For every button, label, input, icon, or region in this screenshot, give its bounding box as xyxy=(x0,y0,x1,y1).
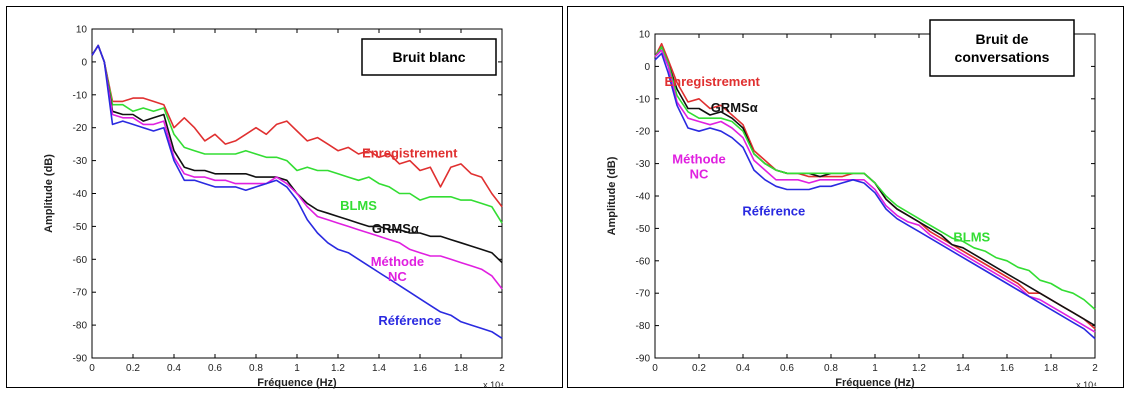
series-label: Méthode NC xyxy=(672,152,725,182)
series-label: BLMS xyxy=(340,198,377,213)
noise-type-label: Bruit blanc xyxy=(392,49,465,65)
y-tick-label: -30 xyxy=(73,156,88,167)
x-axis-multiplier: x 10⁴ xyxy=(1076,380,1097,389)
chart-white-noise: 100-10-20-30-40-50-60-70-80-900 0.2 0.4 0.6… xyxy=(43,25,505,390)
y-tick-label: -40 xyxy=(73,189,88,200)
x-axis-multiplier: x 10⁴ xyxy=(483,380,504,389)
series-line-m-thode-nc xyxy=(654,49,1096,333)
series-label: GRMSα xyxy=(372,221,419,236)
series-line-blms xyxy=(654,46,1096,311)
y-tick-label: -50 xyxy=(636,224,651,235)
x-tick-label: 0 xyxy=(652,363,658,374)
x-tick-label: 0.8 xyxy=(249,363,263,374)
x-tick-label: 0 xyxy=(89,363,95,374)
x-tick-label: 0.2 xyxy=(126,363,140,374)
x-tick-label: 1.4 xyxy=(372,363,386,374)
y-tick-label: -70 xyxy=(73,288,88,299)
y-tick-label: 0 xyxy=(81,57,87,68)
x-tick-label: 1.6 xyxy=(1000,363,1014,374)
noise-type-box xyxy=(929,19,1075,77)
x-tick-label: 1.6 xyxy=(413,363,427,374)
x-tick-label: 0.6 xyxy=(208,363,222,374)
y-tick-label: -10 xyxy=(636,94,651,105)
x-tick-label: 2 xyxy=(1092,363,1098,374)
x-tick-label: 0.4 xyxy=(736,363,750,374)
noise-type-box xyxy=(361,38,497,76)
y-tick-label: -50 xyxy=(73,222,88,233)
y-tick-label: -80 xyxy=(73,321,88,332)
x-tick-label: 0.4 xyxy=(167,363,181,374)
y-tick-label: -40 xyxy=(636,192,651,203)
chart-conversation-noise: 100-10-20-30-40-50-60-70-80-900 0.2 0.4 0.6… xyxy=(606,19,1098,389)
x-tick-label: 2 xyxy=(499,363,505,374)
y-tick-label: 10 xyxy=(76,25,88,36)
series-label: Référence xyxy=(378,313,441,328)
series-label: Enregistrement xyxy=(665,74,761,89)
series-label: Enregistrement xyxy=(362,145,458,160)
x-tick-label: 1.2 xyxy=(331,363,345,374)
y-tick-label: -10 xyxy=(73,90,88,101)
y-tick-label: -20 xyxy=(636,127,651,138)
y-tick-label: -20 xyxy=(73,123,88,134)
y-tick-label: -70 xyxy=(636,289,651,300)
x-tick-label: 0.2 xyxy=(692,363,706,374)
series-line-grms- xyxy=(91,44,503,264)
series-line-blms xyxy=(91,44,503,224)
series-line-m-thode-nc xyxy=(91,44,503,290)
y-tick-label: 0 xyxy=(644,62,650,73)
noise-type-label: conversations xyxy=(955,49,1050,65)
x-tick-label: 1 xyxy=(294,363,300,374)
y-tick-label: -30 xyxy=(636,159,651,170)
x-tick-label: 1.8 xyxy=(454,363,468,374)
x-axis-label: Fréquence (Hz) xyxy=(835,377,915,389)
y-tick-label: 10 xyxy=(639,30,651,41)
y-tick-label: -60 xyxy=(73,255,88,266)
x-tick-label: 1.2 xyxy=(912,363,926,374)
y-tick-label: -80 xyxy=(636,321,651,332)
x-tick-label: 0.6 xyxy=(780,363,794,374)
y-tick-label: -90 xyxy=(636,354,651,365)
y-axis-label: Amplitude (dB) xyxy=(606,156,618,235)
series-line-enregistrement xyxy=(91,44,503,208)
y-tick-label: -60 xyxy=(636,256,651,267)
plot-area xyxy=(654,33,1096,359)
series-line-r-f-rence xyxy=(654,52,1096,340)
y-tick-label: -90 xyxy=(73,354,88,365)
x-axis-label: Fréquence (Hz) xyxy=(257,377,337,389)
x-tick-label: 1 xyxy=(872,363,878,374)
chart-panel-conversation-noise: 10 0 -10 -20 -30 -40 -50 -60 -70 -80 -90 0 0.2 0.4 0.6… xyxy=(567,6,1124,389)
chart-panel-white-noise: 10 0 -10 -20 -30 -40 -50 -60 -70 -80 -90 0 0.2 0.4 0.6… xyxy=(6,6,563,390)
series-label: BLMS xyxy=(953,229,990,244)
series-label: Méthode NC xyxy=(371,254,424,284)
x-tick-label: 1.4 xyxy=(956,363,970,374)
y-axis-label: Amplitude (dB) xyxy=(43,154,55,233)
noise-type-label: Bruit de xyxy=(976,31,1029,47)
series-label: GRMSα xyxy=(711,100,758,115)
x-tick-label: 0.8 xyxy=(824,363,838,374)
series-line-r-f-rence xyxy=(91,44,503,339)
x-tick-label: 1.8 xyxy=(1044,363,1058,374)
series-label: Référence xyxy=(742,203,805,218)
